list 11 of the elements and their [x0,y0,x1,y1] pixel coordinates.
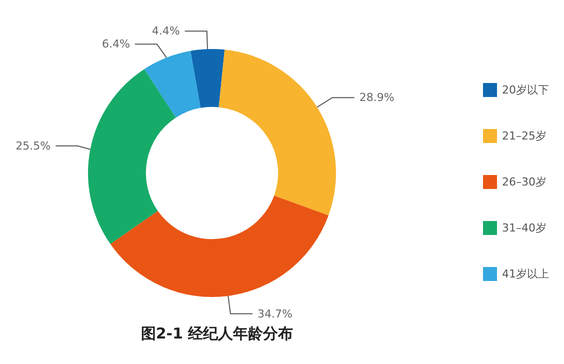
data-label: 34.7% [257,307,292,320]
data-label: 25.5% [16,139,51,152]
data-label: 28.9% [359,91,394,104]
data-label: 4.4% [152,24,180,38]
text: 图2-1 经纪人年龄分布 [140,324,294,342]
legend-label: 20岁以下 [502,84,549,96]
data-label: 6.4% [102,38,130,51]
legend-label: 41岁以上 [502,268,549,280]
legend-label: 31–40岁 [502,222,546,234]
legend-label: 26–30岁 [502,176,546,188]
legend-label: 21–25岁 [502,130,546,142]
